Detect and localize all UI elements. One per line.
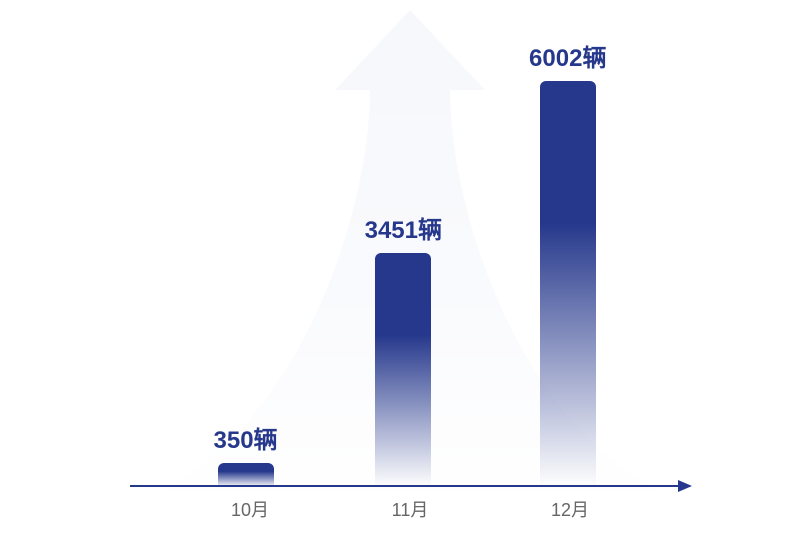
bar [375,253,431,487]
bar-value-label: 350辆 [214,420,278,455]
bar-value-label: 6002辆 [529,38,606,73]
bar [540,81,596,487]
x-axis-arrowhead-icon [678,480,692,492]
bar [218,463,274,487]
x-axis-label: 11月 [382,496,438,522]
x-axis-label: 10月 [222,496,278,522]
x-axis-labels: 10月 11月 12月 [170,496,650,522]
x-axis-label: 12月 [542,496,598,522]
x-axis-line [130,485,690,487]
chart-container: 350辆 3451辆 6002辆 10月 11月 12月 [130,20,690,530]
bar-group: 6002辆 [529,38,606,487]
bar-group: 3451辆 [365,210,442,487]
bar-value-label: 3451辆 [365,210,442,245]
bars-row: 350辆3451辆6002辆 [170,47,650,487]
chart-area: 350辆 3451辆 6002辆 10月 11月 12月 [130,20,690,530]
x-axis [130,485,690,487]
bar-group: 350辆 [214,420,278,487]
